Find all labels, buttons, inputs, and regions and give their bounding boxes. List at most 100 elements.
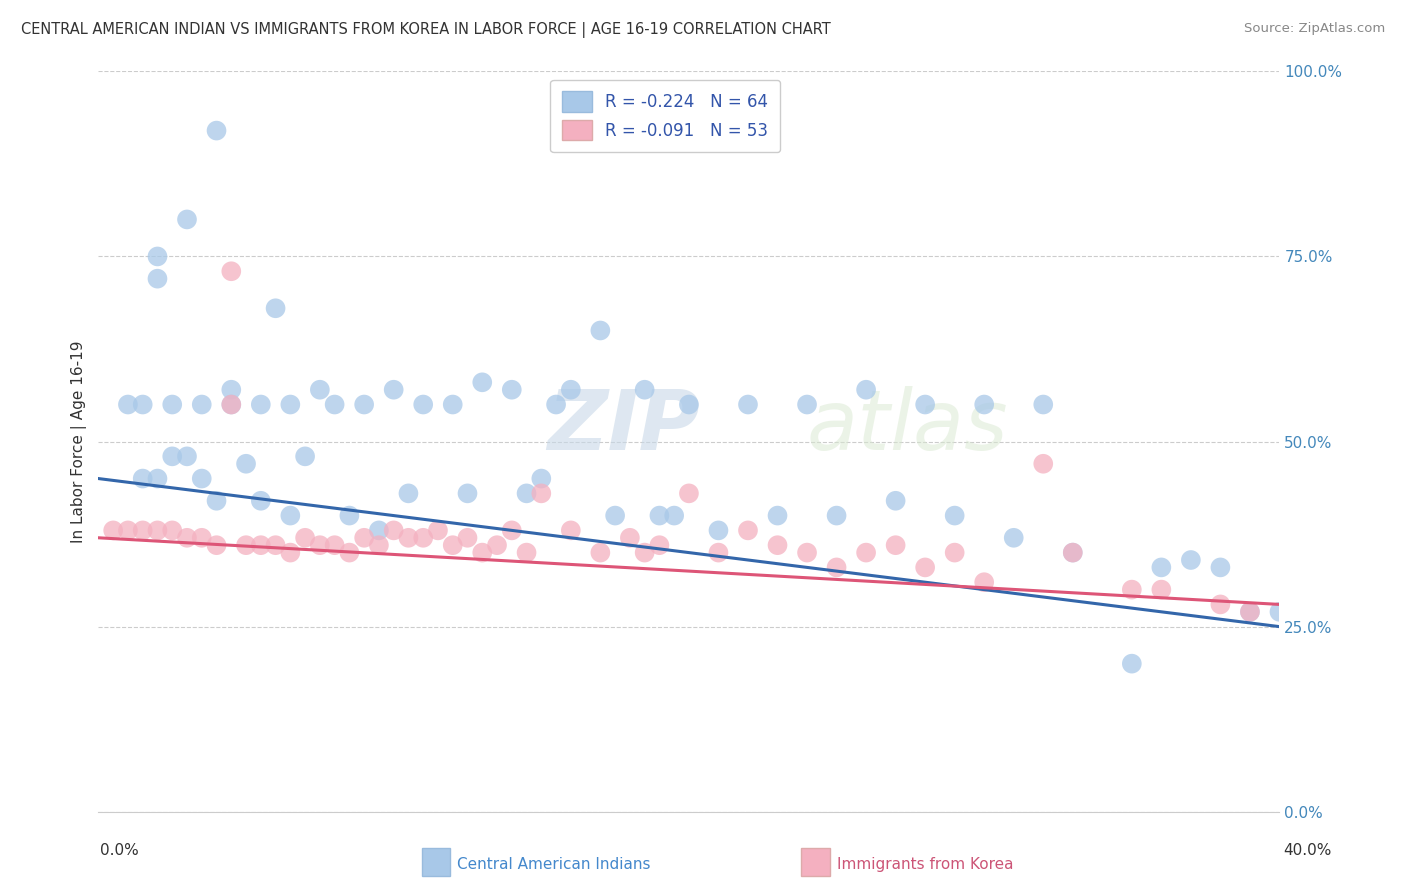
Point — [132, 398, 155, 412]
Text: atlas: atlas — [807, 386, 1008, 467]
Point — [205, 493, 228, 508]
Point — [103, 524, 125, 538]
Point — [914, 398, 936, 412]
Point — [382, 383, 405, 397]
Point — [176, 531, 198, 545]
Point — [264, 301, 287, 316]
Point — [412, 398, 434, 412]
Point — [530, 486, 553, 500]
Point — [264, 538, 287, 552]
Point — [707, 524, 730, 538]
Point — [280, 546, 302, 560]
Point — [117, 524, 139, 538]
Point — [501, 383, 523, 397]
Point — [294, 450, 316, 464]
Point — [441, 538, 464, 552]
Point — [796, 546, 818, 560]
Point — [486, 538, 509, 552]
Point — [221, 383, 243, 397]
Point — [339, 546, 361, 560]
Point — [205, 538, 228, 552]
Point — [1239, 605, 1261, 619]
Point — [162, 524, 183, 538]
Point — [235, 538, 257, 552]
Point — [737, 524, 759, 538]
Point — [221, 398, 243, 412]
Point — [280, 398, 302, 412]
Point — [855, 383, 877, 397]
Point — [707, 546, 730, 560]
Point — [855, 546, 877, 560]
Point — [162, 450, 183, 464]
Point — [323, 538, 346, 552]
Point — [309, 383, 332, 397]
Point — [825, 560, 848, 574]
Point — [339, 508, 361, 523]
Point — [191, 398, 214, 412]
Point — [368, 538, 391, 552]
Text: ZIP: ZIP — [547, 386, 700, 467]
Point — [221, 264, 243, 278]
Point — [825, 508, 848, 523]
Text: Source: ZipAtlas.com: Source: ZipAtlas.com — [1244, 22, 1385, 36]
Point — [250, 493, 273, 508]
Point — [589, 324, 612, 338]
Point — [353, 398, 375, 412]
Point — [162, 398, 183, 412]
Point — [1239, 605, 1261, 619]
Point — [766, 508, 789, 523]
Point — [943, 546, 966, 560]
Point — [516, 546, 538, 560]
Point — [516, 486, 538, 500]
Point — [323, 398, 346, 412]
Point — [501, 524, 523, 538]
Point — [191, 531, 214, 545]
Point — [560, 383, 582, 397]
Point — [309, 538, 332, 552]
Text: 0.0%: 0.0% — [100, 843, 139, 858]
Point — [1209, 598, 1232, 612]
Point — [546, 398, 568, 412]
Point — [398, 531, 420, 545]
Point — [914, 560, 936, 574]
Point — [1062, 546, 1084, 560]
Point — [973, 575, 995, 590]
Point — [678, 398, 700, 412]
Point — [457, 531, 479, 545]
Point — [146, 472, 169, 486]
Point — [560, 524, 582, 538]
Point — [427, 524, 450, 538]
Point — [1268, 605, 1291, 619]
Point — [457, 486, 479, 500]
Point — [146, 524, 169, 538]
Point — [146, 250, 169, 264]
Point — [1121, 657, 1143, 671]
Point — [1180, 553, 1202, 567]
Point — [884, 493, 907, 508]
Point — [471, 376, 494, 390]
Point — [441, 398, 464, 412]
Point — [368, 524, 391, 538]
Text: 40.0%: 40.0% — [1284, 843, 1331, 858]
Point — [664, 508, 686, 523]
Text: Immigrants from Korea: Immigrants from Korea — [837, 857, 1014, 872]
Point — [589, 546, 612, 560]
Point — [973, 398, 995, 412]
Point — [1209, 560, 1232, 574]
Point — [250, 538, 273, 552]
Point — [412, 531, 434, 545]
Point — [205, 123, 228, 137]
Point — [353, 531, 375, 545]
Point — [737, 398, 759, 412]
Point — [648, 538, 671, 552]
Point — [678, 486, 700, 500]
Point — [884, 538, 907, 552]
Point — [235, 457, 257, 471]
Point — [398, 486, 420, 500]
Point — [146, 271, 169, 285]
Point — [294, 531, 316, 545]
Point — [132, 472, 155, 486]
Point — [191, 472, 214, 486]
Point — [766, 538, 789, 552]
Point — [1002, 531, 1025, 545]
